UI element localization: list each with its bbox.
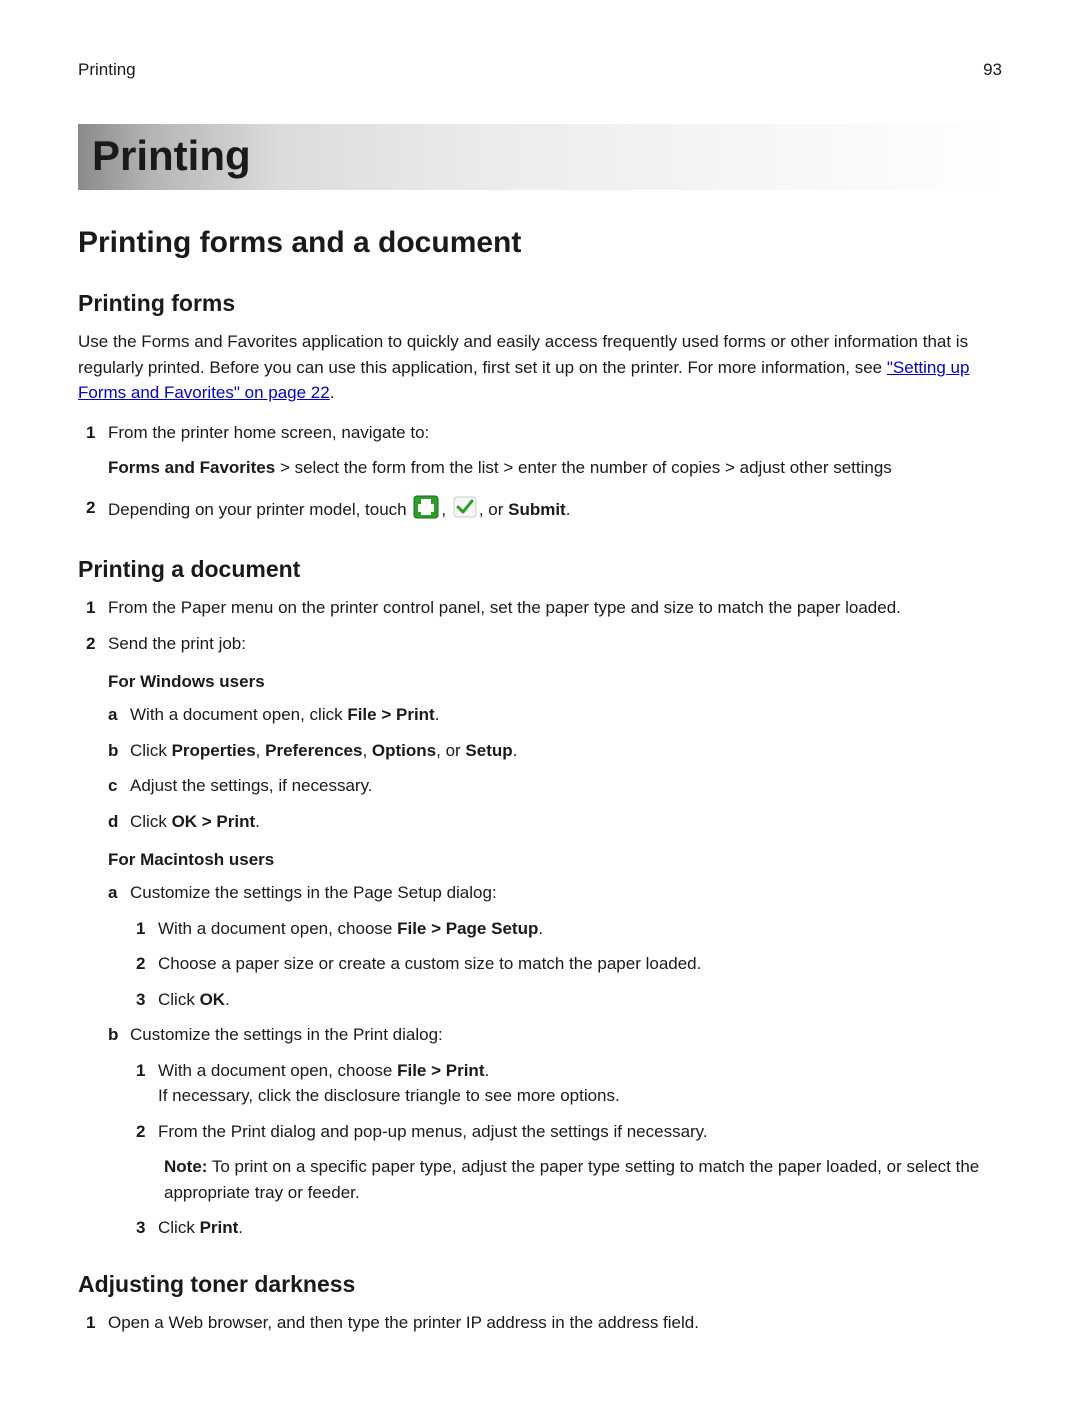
step-marker: 2: [86, 495, 108, 527]
step-marker: 1: [136, 1058, 158, 1109]
check-icon: [453, 496, 477, 526]
step-text: Adjust the settings, if necessary.: [130, 773, 1002, 799]
step-text: Choose a paper size or create a custom s…: [158, 951, 1002, 977]
step-marker: 3: [136, 1215, 158, 1241]
list-item: 1 From the printer home screen, navigate…: [86, 420, 1002, 481]
list-item: b Customize the settings in the Print di…: [108, 1022, 1002, 1048]
list-item: a Customize the settings in the Page Set…: [108, 880, 1002, 906]
list-item: c Adjust the settings, if necessary.: [108, 773, 1002, 799]
list-item: 2 Send the print job:: [86, 631, 1002, 657]
heading-macintosh-users: For Macintosh users: [108, 850, 1002, 870]
header-section: Printing: [78, 60, 136, 80]
step-marker: b: [108, 1022, 130, 1048]
heading-printing-document: Printing a document: [78, 556, 1002, 583]
step-marker: 1: [86, 1310, 108, 1336]
heading-windows-users: For Windows users: [108, 672, 1002, 692]
step-text: Customize the settings in the Page Setup…: [130, 880, 1002, 906]
list-item: 1 Open a Web browser, and then type the …: [86, 1310, 1002, 1336]
step-marker: b: [108, 738, 130, 764]
list-item: 3 Click OK.: [136, 987, 1002, 1013]
step-text: Send the print job:: [108, 631, 1002, 657]
heading-toner-darkness: Adjusting toner darkness: [78, 1271, 1002, 1298]
step-text: Click OK.: [158, 987, 1002, 1013]
list-item: 1 With a document open, choose File > Pa…: [136, 916, 1002, 942]
step-text: Click Print.: [158, 1215, 1002, 1241]
step-marker: 2: [136, 951, 158, 977]
header-page-number: 93: [983, 60, 1002, 80]
list-item: b Click Properties, Preferences, Options…: [108, 738, 1002, 764]
step-marker: a: [108, 880, 130, 906]
step-text: From the Print dialog and pop-up menus, …: [158, 1119, 1002, 1145]
step-marker: a: [108, 702, 130, 728]
step-text: From the printer home screen, navigate t…: [108, 420, 1002, 446]
list-item: 1 With a document open, choose File > Pr…: [136, 1058, 1002, 1109]
step-marker: d: [108, 809, 130, 835]
step-text: Depending on your printer model, touch ,…: [108, 495, 1002, 527]
step-marker: 3: [136, 987, 158, 1013]
list-item: 2 Depending on your printer model, touch…: [86, 495, 1002, 527]
heading-printing-forms: Printing forms: [78, 290, 1002, 317]
toner-steps: 1 Open a Web browser, and then type the …: [78, 1310, 1002, 1336]
page-title: Printing: [92, 132, 988, 180]
list-item: a With a document open, click File > Pri…: [108, 702, 1002, 728]
forms-intro: Use the Forms and Favorites application …: [78, 329, 1002, 406]
list-item: 2 From the Print dialog and pop-up menus…: [136, 1119, 1002, 1145]
step-text: Click Properties, Preferences, Options, …: [130, 738, 1002, 764]
step-marker: 2: [86, 631, 108, 657]
step-marker: 2: [136, 1119, 158, 1145]
step-text: From the Paper menu on the printer contr…: [108, 595, 1002, 621]
list-item: 3 Click Print.: [136, 1215, 1002, 1241]
list-item: d Click OK > Print.: [108, 809, 1002, 835]
title-bar: Printing: [78, 124, 1002, 190]
step-text: Customize the settings in the Print dial…: [130, 1022, 1002, 1048]
step-marker: c: [108, 773, 130, 799]
step-text: Click OK > Print.: [130, 809, 1002, 835]
document-steps: 1 From the Paper menu on the printer con…: [78, 595, 1002, 656]
step-text: With a document open, click File > Print…: [130, 702, 1002, 728]
forms-steps: 1 From the printer home screen, navigate…: [78, 420, 1002, 527]
page-header: Printing 93: [78, 60, 1002, 80]
step-detail: Forms and Favorites > select the form fr…: [108, 455, 1002, 481]
step-marker: 1: [136, 916, 158, 942]
list-item: 1 From the Paper menu on the printer con…: [86, 595, 1002, 621]
heading-forms-and-document: Printing forms and a document: [78, 226, 1002, 260]
step-marker: 1: [86, 595, 108, 621]
step-marker: 1: [86, 420, 108, 481]
note-block: Note: To print on a specific paper type,…: [164, 1154, 1002, 1205]
step-text: Open a Web browser, and then type the pr…: [108, 1310, 1002, 1336]
print-icon: [413, 495, 439, 527]
list-item: 2 Choose a paper size or create a custom…: [136, 951, 1002, 977]
step-text: With a document open, choose File > Page…: [158, 916, 1002, 942]
step-text: With a document open, choose File > Prin…: [158, 1058, 1002, 1109]
